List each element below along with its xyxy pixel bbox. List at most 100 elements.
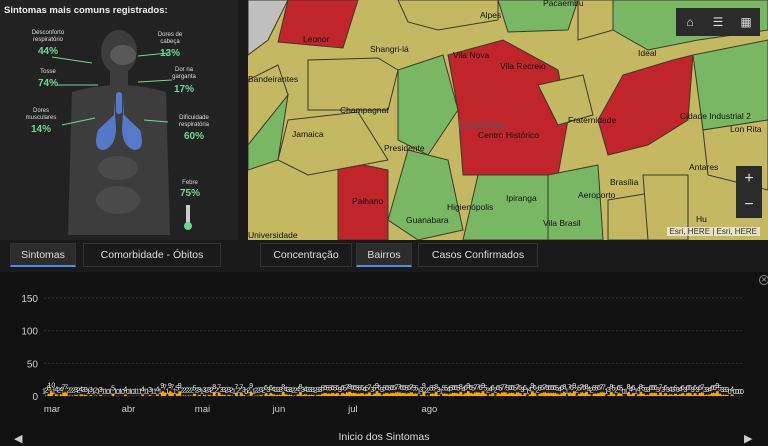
data-label: 2: [45, 388, 49, 395]
data-label: 7: [659, 384, 663, 391]
data-point: [578, 391, 581, 394]
map-polygons: [248, 0, 768, 240]
data-label: 9: [249, 383, 253, 390]
data-point: [659, 390, 662, 393]
data-point: [550, 390, 554, 394]
data-point: [106, 394, 110, 398]
data-point: [654, 390, 657, 394]
data-label: 1: [104, 388, 108, 395]
data-point: [338, 392, 342, 396]
symptom-value-dores-musculares: 14%: [30, 124, 51, 135]
nb-label-alpes: Alpes: [480, 10, 502, 20]
data-label: 1: [525, 388, 529, 395]
data-label: 3: [316, 387, 320, 394]
scroll-left-icon[interactable]: ◀: [14, 433, 23, 445]
data-label: 5: [412, 386, 416, 393]
data-label: 3: [222, 387, 226, 394]
city-label: Londrina: [458, 118, 505, 132]
data-label: 1: [119, 388, 123, 395]
data-label: 5: [175, 386, 179, 393]
data-point: [148, 392, 152, 396]
data-point: [363, 392, 366, 395]
tab-sintomas[interactable]: Sintomas: [10, 243, 76, 267]
data-label: 6: [649, 385, 653, 392]
zoom-out-button[interactable]: −: [744, 196, 754, 213]
nb-label-aeroporto: Aeroporto: [578, 190, 616, 200]
data-label: 4: [629, 386, 633, 393]
data-point: [617, 390, 620, 394]
data-label: 6: [688, 385, 692, 392]
data-label: 4: [59, 386, 63, 393]
data-point: [395, 390, 398, 393]
data-label: 5: [513, 386, 517, 393]
data-point: [568, 390, 571, 393]
data-label: 6: [550, 385, 554, 392]
x-tick-label: ago: [421, 404, 437, 415]
data-point: [210, 393, 213, 396]
close-icon[interactable]: ✕: [759, 275, 768, 285]
data-point: [733, 394, 736, 398]
data-label: 5: [358, 386, 362, 393]
data-label: 6: [651, 385, 655, 392]
scroll-right-icon[interactable]: ▶: [744, 433, 753, 445]
symptoms-panel: Sintomas mais comuns registrados:: [0, 0, 238, 240]
data-label: 8: [434, 384, 438, 391]
data-point: [610, 389, 613, 392]
data-label: 2: [188, 388, 192, 395]
data-point: [240, 390, 243, 393]
data-point: [619, 391, 623, 394]
data-label: 1: [42, 388, 46, 395]
data-label: 3: [301, 387, 305, 394]
data-label: 1: [439, 388, 443, 395]
data-label: 2: [575, 388, 579, 395]
zoom-in-button[interactable]: +: [744, 170, 754, 187]
data-label: 6: [570, 385, 574, 392]
data-label: 3: [656, 387, 660, 394]
data-label: 7: [62, 384, 66, 391]
data-point: [116, 394, 120, 398]
data-label: 5: [365, 386, 369, 393]
tab-concentracao[interactable]: Concentração: [260, 243, 352, 267]
tab-comorbidade-obitos[interactable]: Comorbidade - Óbitos: [83, 243, 221, 267]
data-label: 2: [57, 388, 61, 395]
data-label: 7: [163, 384, 167, 391]
data-point: [200, 394, 204, 397]
data-point: [422, 388, 426, 392]
tab-bairros[interactable]: Bairros: [356, 243, 412, 267]
data-point: [597, 390, 601, 394]
data-point: [158, 394, 162, 397]
data-label: 8: [281, 384, 285, 391]
tab-casos-confirmados[interactable]: Casos Confirmados: [418, 243, 538, 267]
data-point: [721, 392, 724, 396]
neighborhood-map[interactable]: Alpes Pacaembu Leonor Shangri-lá Vila No…: [248, 0, 768, 240]
basemap-gallery-icon[interactable]: ▦: [740, 15, 752, 29]
data-label: 1: [109, 388, 113, 395]
data-label: 0: [738, 389, 742, 396]
data-point: [735, 394, 739, 398]
data-label: 7: [602, 384, 606, 391]
data-point: [45, 393, 48, 396]
data-point: [264, 390, 268, 394]
data-label: 4: [271, 386, 275, 393]
data-point: [528, 392, 532, 395]
data-label: 9: [466, 383, 470, 390]
data-label: 3: [703, 387, 707, 394]
data-label: 5: [429, 386, 433, 393]
data-label: 4: [296, 386, 300, 393]
data-label: 6: [597, 385, 601, 392]
data-label: 3: [521, 387, 525, 394]
data-point: [415, 391, 418, 394]
data-label: 5: [484, 386, 488, 393]
data-point: [225, 393, 228, 396]
data-label: 0: [126, 389, 130, 396]
data-label: 8: [639, 384, 643, 391]
data-label: 5: [619, 386, 623, 393]
data-point: [708, 392, 712, 395]
nb-label-shangri-la: Shangri-lá: [370, 44, 409, 54]
layer-list-icon[interactable]: ☰: [712, 15, 724, 29]
data-point: [52, 394, 56, 397]
data-point: [319, 392, 322, 396]
data-point: [701, 390, 704, 393]
home-icon[interactable]: ⌂: [686, 15, 694, 29]
